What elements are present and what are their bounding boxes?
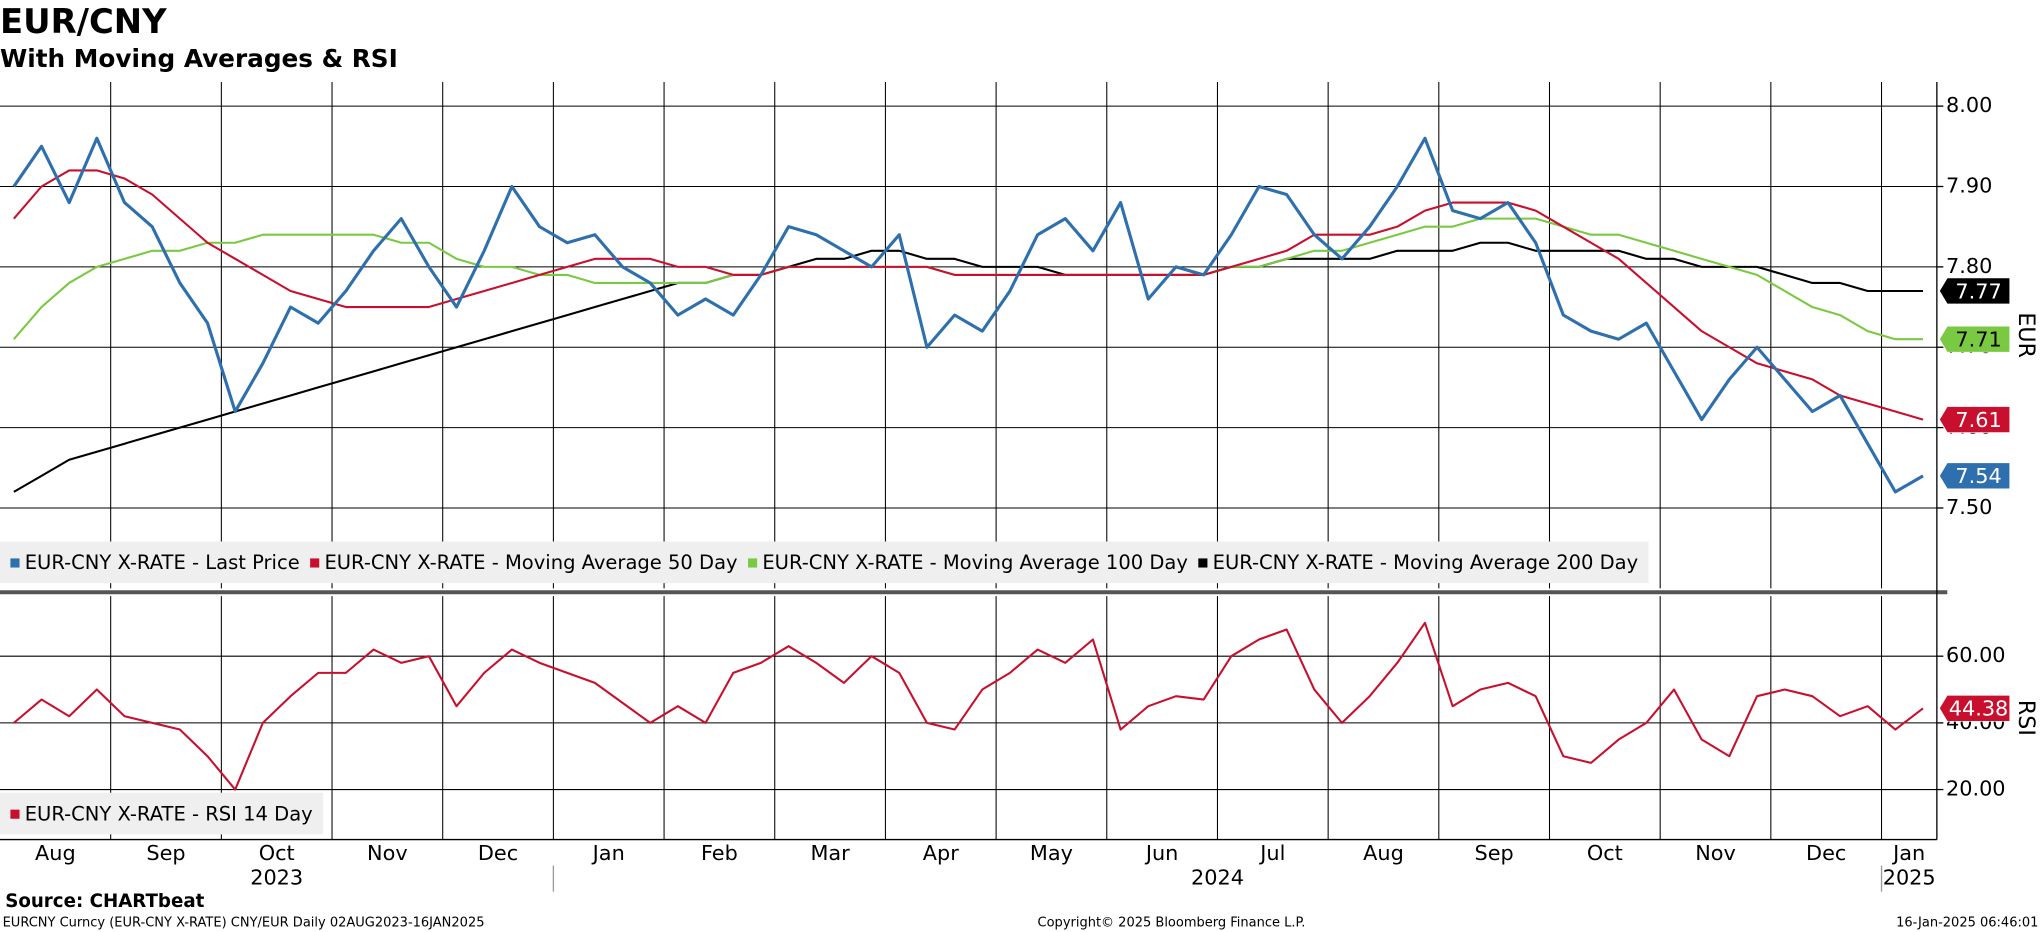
legend-entry: EUR-CNY X-RATE - Moving Average 100 Day: [762, 551, 1188, 574]
x-tick-label: Nov: [1695, 841, 1736, 865]
x-tick-label: Dec: [478, 841, 518, 865]
x-tick-label: May: [1030, 841, 1073, 865]
value-tag: [1939, 325, 2011, 353]
x-tick-label: Aug: [1363, 841, 1404, 865]
value-tag-label: 44.38: [1949, 697, 2009, 721]
y-tick-label: 8.00: [1946, 93, 1992, 117]
legend-entry: EUR-CNY X-RATE - Moving Average 200 Day: [1213, 551, 1639, 574]
value-tag: [1939, 694, 2011, 722]
timestamp: 16-Jan-2025 06:46:01: [1896, 915, 2038, 930]
series-line: [12, 136, 1924, 494]
axis-label: RSI: [2013, 700, 2039, 736]
x-tick-label: Jan: [1891, 841, 1925, 865]
x-tick-label: Apr: [923, 841, 959, 865]
year-label: 2024: [1191, 866, 1244, 890]
x-tick-label: Feb: [701, 841, 738, 865]
legend: EUR-CNY X-RATE - Last Price EUR-CNY X-RAT…: [0, 541, 1649, 584]
series-line: [13, 621, 1924, 791]
x-tick-label: Jan: [591, 841, 625, 865]
x-tick-label: Oct: [1587, 841, 1623, 865]
value-tag-label: 7.54: [1955, 464, 2001, 488]
plot-area: [0, 82, 1937, 589]
value-tag-label: 7.77: [1955, 279, 2001, 303]
legend-swatch: [1198, 558, 1208, 568]
year-label: 2025: [1883, 866, 1936, 890]
axis-label: EUR: [2013, 312, 2039, 358]
legend-swatch: [10, 558, 20, 568]
x-tick-label: Sep: [1475, 841, 1514, 865]
x-tick-label: Mar: [810, 841, 850, 865]
x-tick-label: Oct: [259, 841, 295, 865]
y-tick-label: 60.00: [1946, 643, 2006, 667]
legend-swatch: [310, 558, 320, 568]
legend: EUR-CNY X-RATE - RSI 14 Day: [0, 792, 324, 835]
legend-box: [0, 541, 1649, 584]
x-tick-label: Jul: [1258, 841, 1285, 865]
value-tag: [1939, 406, 2011, 433]
legend-entry: EUR-CNY X-RATE - RSI 14 Day: [25, 802, 313, 825]
source: Source: CHARTbeat: [5, 891, 204, 912]
legend-entry: EUR-CNY X-RATE - Moving Average 50 Day: [324, 551, 737, 574]
y-tick-label: 20.00: [1946, 777, 2006, 801]
chart-title: EUR/CNY: [0, 2, 167, 41]
x-tick-label: Jun: [1144, 841, 1179, 865]
x-tick-label: Sep: [146, 841, 185, 865]
year-label: 2023: [250, 866, 303, 890]
copyright: Copyright© 2025 Bloomberg Finance L.P.: [1038, 915, 1306, 930]
x-tick-label: Nov: [367, 841, 408, 865]
value-tag-label: 7.61: [1955, 408, 2001, 432]
value-tag-label: 7.71: [1955, 328, 2001, 352]
y-tick-label: 7.50: [1946, 495, 1992, 519]
series-line: [13, 169, 1924, 421]
ticker-info: EURCNY Curncy (EUR-CNY X-RATE) CNY/EUR D…: [3, 915, 485, 930]
value-tag: [1939, 462, 2011, 490]
legend-swatch: [10, 809, 20, 819]
legend-box: [0, 792, 324, 835]
legend-entry: EUR-CNY X-RATE - Last Price: [25, 551, 300, 574]
value-tag: [1939, 277, 2011, 305]
y-tick-label: 7.80: [1946, 254, 1992, 278]
legend-swatch: [748, 558, 758, 568]
chart-subtitle: With Moving Averages & RSI: [0, 44, 398, 73]
x-tick-label: Dec: [1806, 841, 1846, 865]
x-tick-label: Aug: [35, 841, 76, 865]
y-tick-label: 7.90: [1946, 173, 1992, 197]
